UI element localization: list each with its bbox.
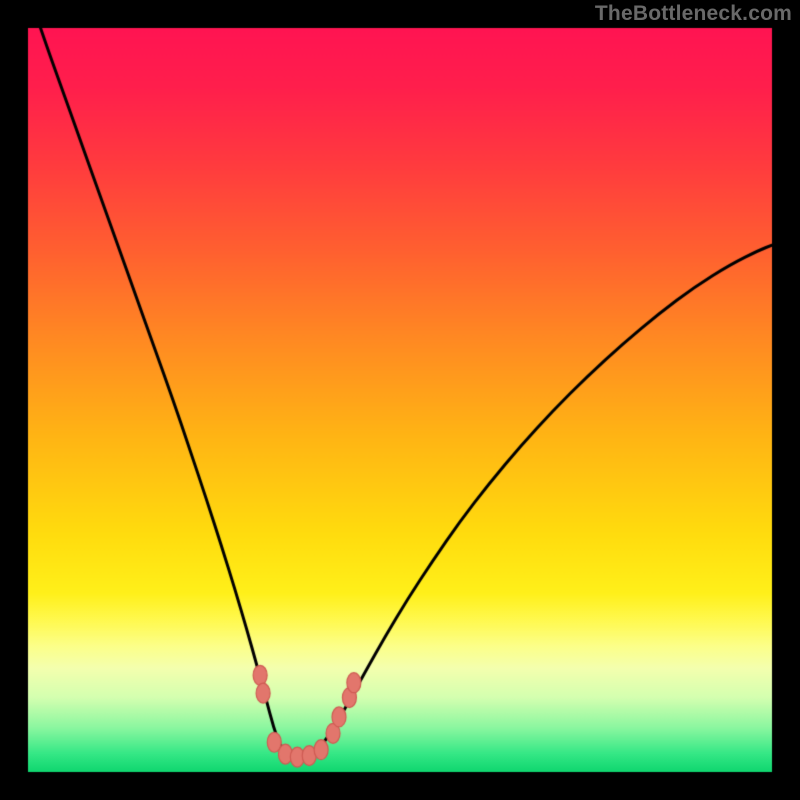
watermark-text: TheBottleneck.com — [595, 2, 792, 26]
bottleneck-chart — [0, 0, 800, 800]
